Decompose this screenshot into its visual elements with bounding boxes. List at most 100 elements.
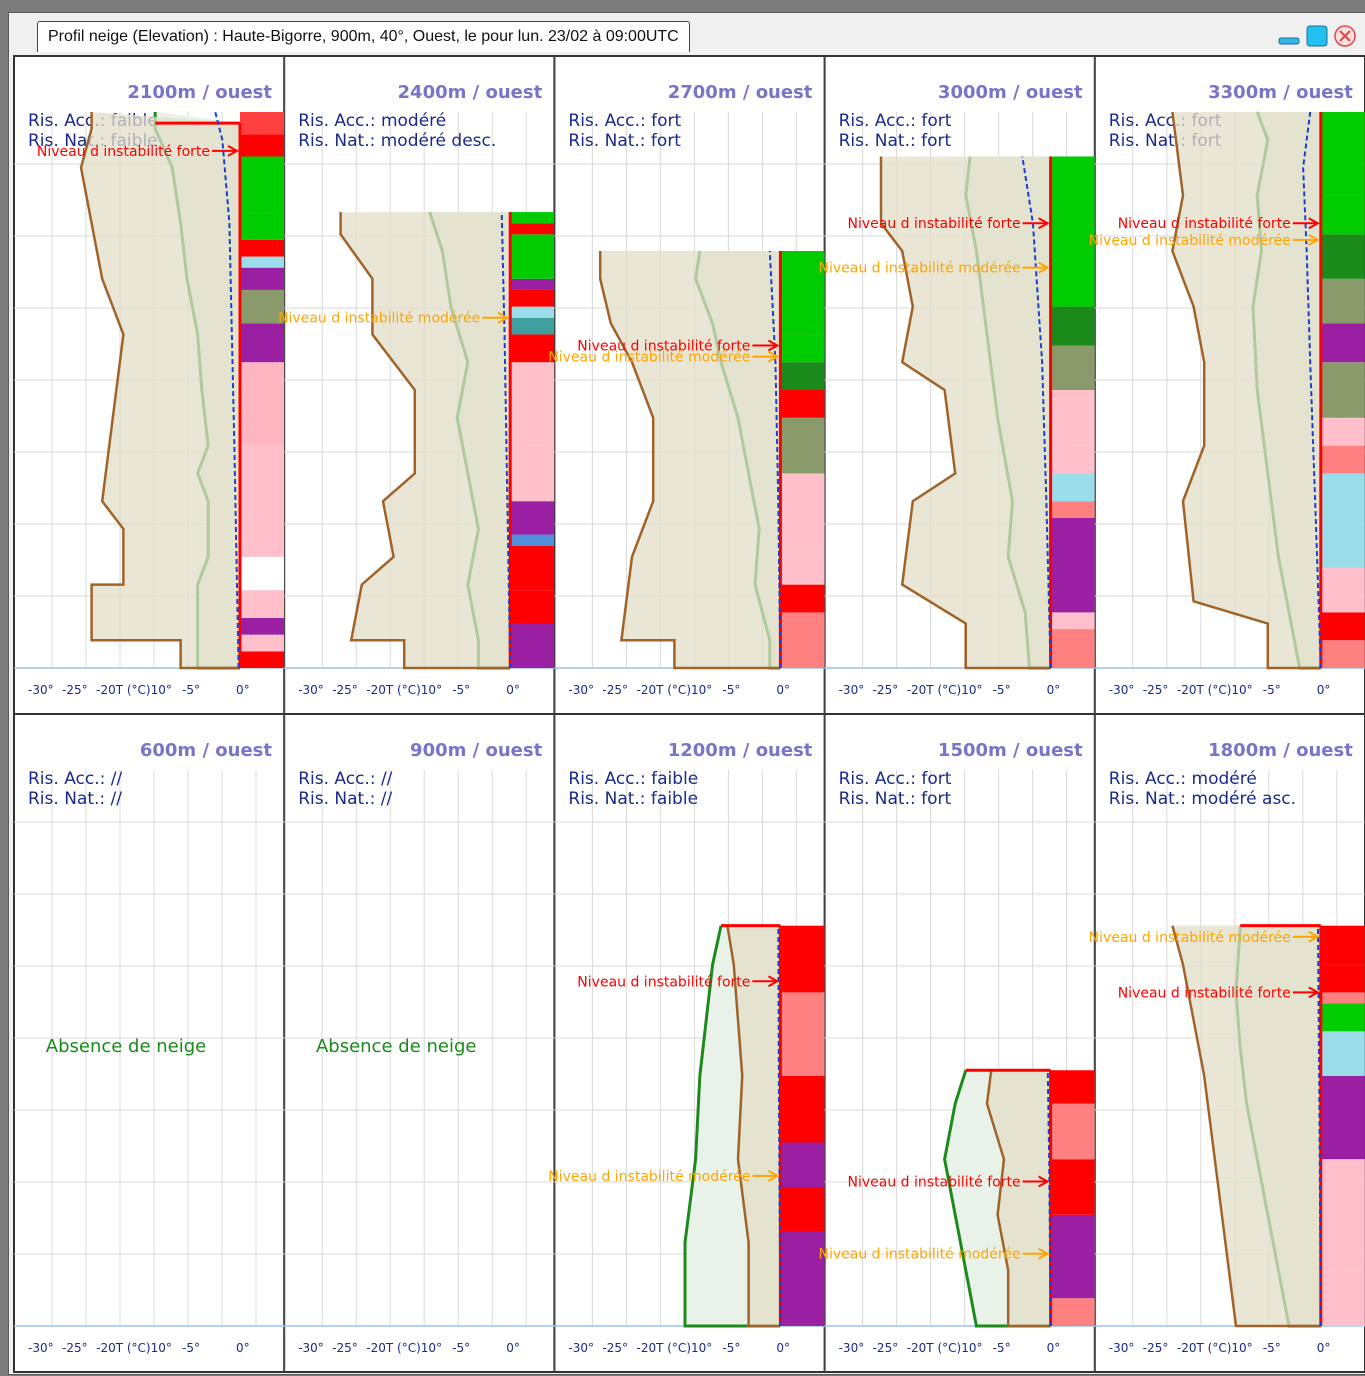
x-tick-label: -5°	[722, 1341, 740, 1355]
arrow-head-icon	[767, 339, 780, 352]
strat-layer	[780, 556, 825, 585]
ris-nat-label: Ris. Nat.: //	[28, 789, 122, 809]
x-tick-label: -25°	[62, 683, 88, 697]
strat-layer	[510, 334, 555, 363]
strat-layer	[1320, 112, 1365, 196]
instability-label: Niveau d instabilité modérée	[1089, 930, 1291, 946]
ram-area	[1172, 112, 1321, 668]
elevation-label: 1800m / ouest	[1208, 740, 1353, 761]
ris-acc-label: Ris. Acc.: modéré	[298, 111, 446, 131]
strat-layer	[1320, 992, 1365, 1004]
x-tick-label: -30°	[839, 683, 865, 697]
strat-layer	[240, 212, 284, 240]
ram-line	[79, 112, 240, 670]
strat-layer	[1320, 473, 1365, 568]
x-tick-label: -30°	[298, 1341, 324, 1355]
strat-layer	[780, 612, 825, 668]
strat-layer	[240, 651, 284, 668]
arrow-head-icon	[1308, 217, 1320, 230]
strat-layer	[240, 239, 284, 257]
arrow-head-icon	[1038, 261, 1050, 274]
ris-acc-label: Ris. Acc.: modéré	[1109, 769, 1257, 789]
instability-label: Niveau d instabilité modérée	[278, 311, 480, 327]
strat-layer	[1320, 925, 1365, 965]
strat-layer	[1320, 278, 1365, 324]
x-tick-label: -25°	[602, 1341, 628, 1355]
temperature-line	[500, 212, 512, 669]
strat-layer	[510, 212, 555, 224]
strat-layer	[780, 473, 825, 557]
ram-line	[598, 251, 781, 670]
ris-acc-label: Ris. Acc.: faible	[568, 769, 698, 789]
strat-layer	[240, 112, 284, 135]
x-tick-label: -20T (°C)10°	[1177, 683, 1253, 697]
strat-layer	[1320, 195, 1365, 235]
elevation-label: 3300m / ouest	[1208, 82, 1353, 103]
temperature-line	[1021, 156, 1052, 669]
ris-acc-label: Ris. Acc.: fort	[839, 111, 952, 131]
strat-layer	[240, 156, 284, 213]
strat-layer	[1320, 323, 1365, 363]
strat-layer	[510, 317, 555, 335]
x-tick-label: -5°	[452, 1341, 470, 1355]
strat-layer	[1320, 1270, 1365, 1326]
strat-layer	[1320, 234, 1365, 279]
strat-layer	[1320, 1003, 1365, 1032]
strat-layer	[240, 289, 284, 324]
x-tick-label: -5°	[452, 683, 470, 697]
close-icon[interactable]	[1332, 23, 1358, 49]
ris-nat-label: Ris. Nat.: modéré asc.	[1109, 789, 1296, 809]
maximize-icon[interactable]	[1304, 23, 1330, 49]
ram-area	[1172, 925, 1321, 1326]
instability-label: Niveau d instabilité modérée	[818, 1247, 1020, 1263]
x-tick-label: -20T (°C)10°	[907, 1341, 983, 1355]
elevation-label: 3000m / ouest	[938, 82, 1083, 103]
x-tick-label: -25°	[332, 683, 358, 697]
strat-layer	[1050, 1103, 1095, 1160]
ris-acc-label: Ris. Acc.: //	[298, 769, 392, 789]
x-tick-label: 0°	[776, 683, 790, 697]
x-tick-label: 0°	[776, 1341, 790, 1355]
temperature-line	[1316, 925, 1322, 1327]
strat-layer	[780, 992, 825, 1076]
x-tick-label: -20T (°C)10°	[907, 683, 983, 697]
ram-line	[1171, 925, 1321, 1328]
panel-border	[14, 714, 285, 1372]
ris-acc-label: Ris. Acc.: //	[28, 769, 122, 789]
arrow-head-icon	[1038, 1247, 1050, 1260]
strat-layer	[780, 390, 825, 418]
strat-layer	[510, 445, 555, 502]
instability-label: Niveau d instabilité modérée	[818, 261, 1020, 277]
strat-layer	[1320, 1075, 1365, 1160]
ram-line	[879, 156, 1051, 670]
x-tick-label: -20T (°C)10°	[637, 683, 713, 697]
hardness-line	[943, 1069, 1051, 1328]
strat-layer	[780, 362, 825, 390]
instability-label: Niveau d instabilité forte	[1118, 985, 1291, 1001]
ris-nat-label: Ris. Nat.: fort	[839, 789, 952, 809]
stratigraphy-bar	[1320, 925, 1365, 1326]
stratigraphy-bar	[240, 112, 284, 668]
strat-layer	[1320, 1159, 1365, 1271]
x-tick-label: -20T (°C)10°	[366, 1341, 442, 1355]
strat-layer	[510, 545, 555, 591]
temperature-line	[1046, 1070, 1052, 1327]
instability-label: Niveau d instabilité forte	[37, 144, 210, 160]
arrow-head-icon	[227, 145, 240, 157]
minimize-icon[interactable]	[1276, 23, 1302, 49]
hardness-line	[683, 925, 781, 1328]
strat-layer	[780, 251, 825, 335]
x-tick-label: 0°	[1047, 683, 1061, 697]
strat-layer	[1050, 1159, 1095, 1215]
strat-layer	[1050, 251, 1095, 307]
x-tick-label: 0°	[1317, 683, 1331, 697]
strat-layer	[1050, 345, 1095, 390]
x-tick-label: 0°	[1047, 1341, 1061, 1355]
x-tick-label: 0°	[506, 1341, 520, 1355]
ris-nat-label: Ris. Nat.: //	[298, 789, 392, 809]
profile-panel: 600m / ouest Ris. Acc.: //Ris. Nat.: // -3…	[14, 714, 285, 1372]
